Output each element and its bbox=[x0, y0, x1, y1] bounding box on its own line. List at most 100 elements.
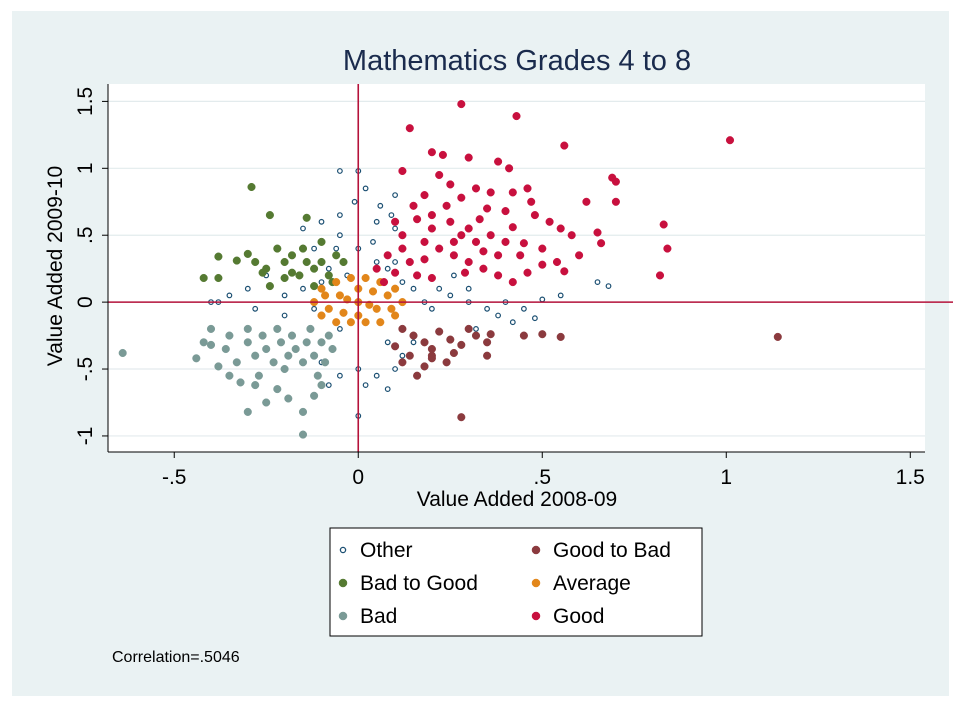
data-point-other bbox=[333, 245, 340, 252]
data-point-bad-to-good bbox=[262, 264, 271, 273]
data-point-good bbox=[611, 197, 620, 206]
data-point-bad-to-good bbox=[273, 244, 282, 253]
data-point-bad bbox=[232, 358, 241, 367]
data-point-average bbox=[387, 304, 396, 313]
data-point-good bbox=[663, 244, 672, 253]
data-point-other bbox=[318, 279, 325, 286]
data-point-bad bbox=[298, 430, 308, 439]
data-point-good bbox=[501, 207, 510, 216]
data-point-bad bbox=[276, 338, 286, 347]
data-point-bad bbox=[243, 324, 252, 333]
data-point-good bbox=[523, 184, 532, 193]
data-point-good bbox=[438, 150, 447, 159]
data-point-bad bbox=[254, 371, 263, 380]
correlation-note: Correlation=.5046 bbox=[112, 649, 240, 666]
data-point-good-to-bad bbox=[398, 358, 407, 367]
data-point-good bbox=[405, 257, 414, 267]
legend-label-other: Other bbox=[360, 539, 413, 562]
data-point-bad bbox=[118, 348, 127, 358]
data-point-good bbox=[575, 251, 584, 260]
data-point-bad-to-good bbox=[339, 257, 348, 267]
data-point-good bbox=[545, 217, 554, 226]
data-point-other bbox=[337, 168, 343, 174]
data-point-other bbox=[337, 372, 343, 379]
data-point-other bbox=[281, 292, 288, 299]
data-point-other bbox=[325, 265, 332, 272]
data-point-bad-to-good bbox=[324, 271, 333, 280]
data-point-good bbox=[446, 180, 455, 189]
data-point-good bbox=[379, 278, 389, 287]
data-point-bad-to-good bbox=[251, 257, 260, 267]
data-point-average bbox=[343, 295, 352, 304]
data-point-bad-to-good bbox=[243, 249, 252, 258]
data-point-average bbox=[332, 278, 341, 287]
data-point-other bbox=[311, 305, 318, 312]
data-point-good bbox=[442, 201, 451, 210]
data-point-bad bbox=[324, 331, 333, 340]
data-point-other bbox=[465, 285, 472, 292]
data-point-good-to-bad bbox=[413, 371, 422, 380]
x-tick-label: -.5 bbox=[162, 466, 187, 489]
data-point-good bbox=[383, 251, 392, 260]
data-point-good bbox=[479, 264, 488, 273]
data-point-good bbox=[508, 188, 517, 197]
data-point-good bbox=[527, 197, 536, 206]
data-point-good-to-bad bbox=[409, 331, 418, 340]
data-point-bad-to-good bbox=[332, 251, 341, 260]
data-point-other bbox=[351, 198, 358, 205]
data-point-other bbox=[410, 285, 417, 292]
data-point-good bbox=[611, 177, 620, 186]
data-point-bad bbox=[225, 371, 234, 380]
data-point-bad-to-good bbox=[310, 264, 319, 273]
data-point-other bbox=[244, 285, 251, 292]
data-point-average bbox=[391, 284, 400, 293]
data-point-average bbox=[372, 304, 381, 313]
y-tick-label: 1.5 bbox=[74, 87, 97, 116]
data-point-other bbox=[392, 259, 399, 265]
data-point-bad-to-good bbox=[302, 213, 311, 222]
data-point-bad bbox=[284, 351, 293, 360]
data-point-average bbox=[324, 304, 333, 313]
data-point-bad bbox=[199, 338, 208, 347]
legend-marker-good bbox=[531, 611, 541, 621]
data-point-other bbox=[532, 315, 538, 322]
data-point-bad-to-good bbox=[280, 257, 289, 267]
data-point-good bbox=[538, 244, 547, 253]
data-point-average bbox=[383, 291, 392, 300]
data-point-other bbox=[392, 366, 399, 372]
legend-label-average: Average bbox=[553, 572, 631, 595]
data-point-good bbox=[435, 244, 444, 253]
legend-marker-good-to-bad bbox=[531, 545, 541, 555]
data-point-good bbox=[512, 112, 521, 121]
data-point-good bbox=[494, 271, 503, 280]
data-point-bad-to-good bbox=[310, 282, 319, 291]
data-point-good bbox=[446, 217, 455, 226]
data-point-other bbox=[521, 305, 527, 312]
data-point-average bbox=[361, 318, 370, 327]
data-point-good-to-bad bbox=[483, 338, 492, 347]
data-point-other bbox=[388, 212, 395, 219]
data-point-other bbox=[362, 382, 369, 389]
data-point-good bbox=[597, 239, 606, 248]
data-point-good bbox=[725, 136, 735, 145]
data-point-good bbox=[483, 204, 492, 213]
data-point-good bbox=[494, 157, 503, 166]
data-point-good bbox=[556, 224, 565, 233]
data-point-bad bbox=[317, 381, 326, 390]
data-point-good bbox=[435, 170, 444, 180]
data-point-good bbox=[538, 260, 547, 269]
data-point-bad bbox=[262, 398, 271, 407]
data-point-bad-to-good bbox=[265, 211, 274, 220]
data-point-good bbox=[457, 231, 466, 240]
data-point-good bbox=[449, 251, 458, 260]
data-point-good bbox=[593, 228, 602, 237]
data-point-bad-to-good bbox=[295, 271, 304, 280]
data-point-other bbox=[429, 305, 435, 312]
data-point-bad bbox=[251, 381, 260, 390]
data-point-other bbox=[300, 285, 306, 292]
data-point-good-to-bad bbox=[427, 354, 436, 363]
data-point-bad bbox=[273, 385, 282, 394]
data-point-good bbox=[508, 223, 517, 232]
series-good-to-bad bbox=[391, 324, 782, 422]
